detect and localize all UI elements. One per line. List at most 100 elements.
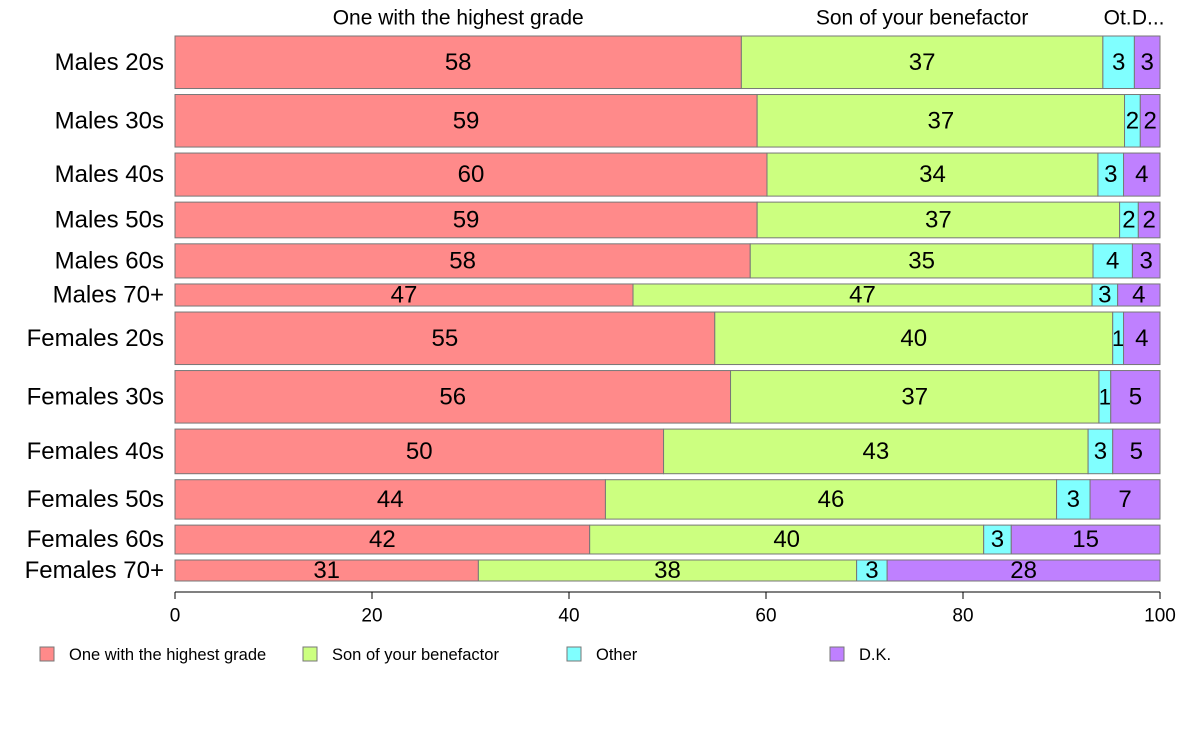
bar-segment <box>766 152 1099 197</box>
bar-segment <box>174 428 665 475</box>
data-label: 3 <box>1140 247 1153 274</box>
bars: 58 37 3 359 37 2 260 34 3 459 37 2 258 35 4 347 47 3 455 40… <box>174 35 1161 584</box>
data-label: 44 <box>377 486 404 513</box>
category-labels: Males 20s Males 30s Males 40s Males 50s Male… <box>25 49 164 584</box>
data-label: 2 <box>1122 206 1135 233</box>
column-headers: One with the highest grade Son of your be… <box>333 7 1165 30</box>
bar-segment <box>1110 370 1161 424</box>
data-label: 2 <box>1143 107 1156 134</box>
bar-segment <box>1117 283 1161 307</box>
bar-segment <box>1112 428 1161 475</box>
legend-label: One with the highest grade <box>69 646 266 664</box>
bar-segment <box>1139 94 1161 148</box>
bar-segment <box>1102 35 1135 90</box>
bar-segment <box>1097 152 1125 197</box>
data-label: 2 <box>1142 206 1155 233</box>
data-label: 59 <box>453 107 480 134</box>
data-label: 60 <box>458 161 485 188</box>
bar-segment <box>1131 243 1161 279</box>
bar-segment <box>886 559 1161 582</box>
bar-segment <box>1087 428 1114 475</box>
data-label: 47 <box>849 281 876 308</box>
x-tick-label: 100 <box>1144 606 1176 627</box>
data-label: 35 <box>908 247 935 274</box>
data-label: 42 <box>369 526 396 553</box>
data-label: 37 <box>901 383 928 410</box>
bar-segment <box>174 201 758 239</box>
data-label: 37 <box>909 49 936 76</box>
data-label: 4 <box>1135 325 1148 352</box>
bar-segment <box>1092 243 1133 279</box>
bar-segment <box>1123 311 1161 366</box>
data-label: 37 <box>927 107 954 134</box>
category-label: Males 40s <box>55 161 164 188</box>
data-label: 55 <box>432 325 459 352</box>
data-label: 3 <box>1104 161 1117 188</box>
data-label: 50 <box>406 438 433 465</box>
legend-swatch <box>566 646 582 662</box>
x-tick-label: 0 <box>170 606 181 627</box>
data-label: 40 <box>773 526 800 553</box>
column-header: Son of your benefactor <box>816 7 1028 30</box>
data-label: 1 <box>1112 326 1124 351</box>
data-label: 31 <box>313 557 340 584</box>
x-tick-label: 20 <box>361 606 382 627</box>
x-tick-label: 60 <box>755 606 776 627</box>
bar-segment <box>663 428 1089 475</box>
bar-segment <box>174 524 591 555</box>
bar-segment <box>756 201 1121 239</box>
bar-segment <box>714 311 1114 366</box>
category-label: Males 70+ <box>53 281 164 308</box>
bar-segment <box>983 524 1012 555</box>
legend-swatch <box>829 646 845 662</box>
bar-segment <box>174 243 751 279</box>
data-label: 3 <box>865 557 878 584</box>
data-label: 37 <box>925 206 952 233</box>
category-label: Males 20s <box>55 49 164 76</box>
bar-segment <box>1010 524 1161 555</box>
category-label: Females 20s <box>27 325 164 352</box>
data-label: 3 <box>991 526 1004 553</box>
bar-segment <box>756 94 1126 148</box>
bar-segment <box>1089 479 1161 520</box>
column-header: Ot. <box>1104 7 1132 30</box>
legend-label: Son of your benefactor <box>332 646 499 664</box>
x-axis: 0 20 40 60 80 100 <box>170 591 1176 627</box>
category-label: Females 30s <box>27 383 164 410</box>
data-label: 5 <box>1130 438 1143 465</box>
bar-segment <box>174 370 732 424</box>
legend-swatch <box>302 646 318 662</box>
category-label: Females 60s <box>27 526 164 553</box>
legend-label: Other <box>596 646 638 664</box>
bar-segment <box>1137 201 1161 239</box>
bar-segment <box>1133 35 1161 90</box>
data-label: 4 <box>1135 161 1148 188</box>
bar-segment <box>174 35 742 90</box>
data-label: 3 <box>1098 281 1111 308</box>
data-label: 56 <box>439 383 466 410</box>
data-label: 2 <box>1126 107 1139 134</box>
data-label: 58 <box>445 49 472 76</box>
column-header: One with the highest grade <box>333 7 584 30</box>
data-label: 3 <box>1094 438 1107 465</box>
bar-segment <box>174 311 716 366</box>
data-label: 3 <box>1067 486 1080 513</box>
data-label: 47 <box>391 281 418 308</box>
x-tick-label: 80 <box>952 606 973 627</box>
data-label: 28 <box>1010 557 1037 584</box>
bar-segment <box>1056 479 1091 520</box>
legend: One with the highest grade Son of your be… <box>39 646 891 664</box>
bar-segment <box>730 370 1100 424</box>
bar-segment <box>174 94 758 148</box>
data-label: 38 <box>654 557 681 584</box>
category-label: Females 70+ <box>25 557 164 584</box>
category-label: Males 50s <box>55 206 164 233</box>
bar-segment <box>749 243 1094 279</box>
column-header: D... <box>1132 7 1165 30</box>
data-label: 40 <box>900 325 927 352</box>
category-label: Females 40s <box>27 438 164 465</box>
data-label: 15 <box>1072 526 1099 553</box>
category-label: Males 30s <box>55 107 164 134</box>
data-label: 1 <box>1099 384 1111 409</box>
data-label: 58 <box>449 247 476 274</box>
